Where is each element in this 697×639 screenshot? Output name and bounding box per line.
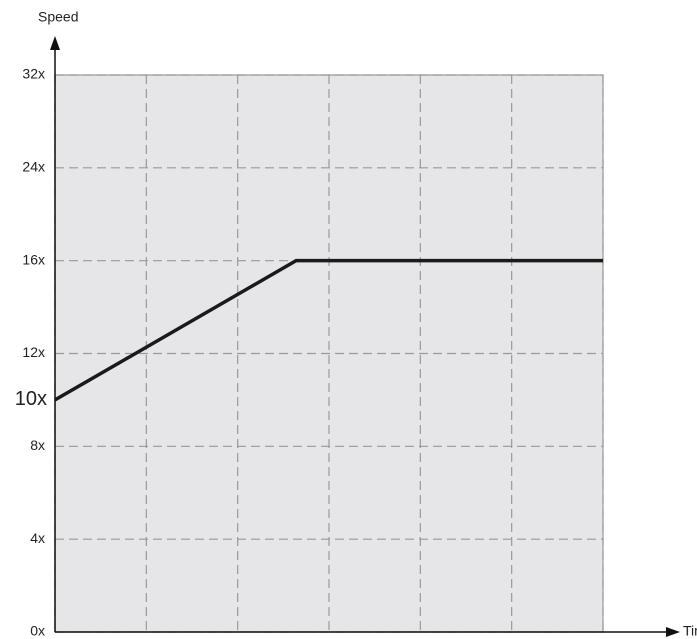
y-tick-label: 32x (22, 66, 45, 82)
y-axis-label: Speed (38, 9, 78, 25)
annotation: 10x (15, 388, 47, 410)
y-axis-arrow (50, 36, 60, 50)
x-axis-label: Time (683, 623, 697, 639)
y-tick-label: 12x (22, 344, 45, 360)
y-tick-label: 4x (30, 530, 45, 546)
y-tick-label: 8x (30, 437, 45, 453)
y-tick-label: 16x (22, 251, 45, 267)
y-tick-label: 0x (30, 623, 45, 639)
y-tick-label: 24x (22, 159, 45, 175)
series-line (54, 258, 603, 402)
x-axis-arrow (666, 627, 680, 637)
